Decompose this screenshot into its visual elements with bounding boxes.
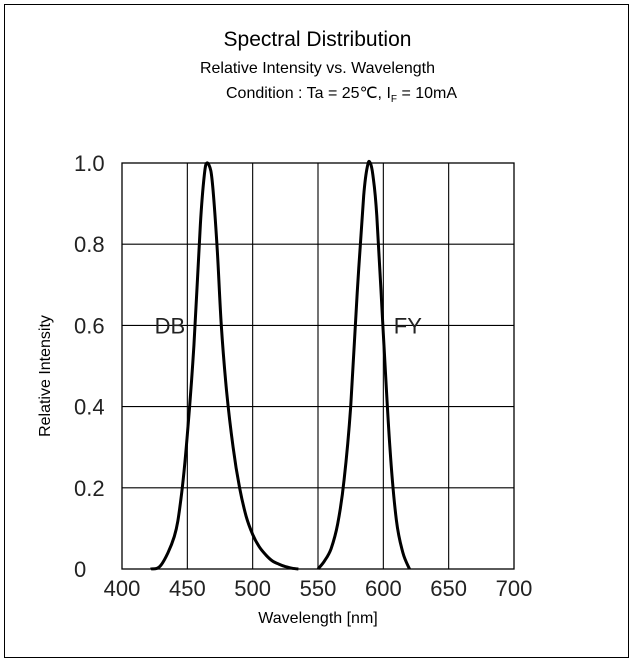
- y-tick-label: 0.6: [74, 313, 105, 338]
- y-tick-labels: 0 0.2 0.4 0.6 0.8 1.0: [74, 151, 105, 582]
- condition-prefix: Condition : Ta = 25℃, I: [226, 85, 391, 102]
- y-tick-label: 0: [74, 557, 86, 582]
- chart-title: Spectral Distribution: [223, 28, 412, 51]
- series-line-fy: [316, 159, 411, 570]
- series-lines: [150, 159, 411, 571]
- y-axis-label: Relative Intensity: [37, 315, 54, 437]
- y-tick-label: 0.2: [74, 476, 105, 501]
- x-axis-label: Wavelength [nm]: [258, 610, 377, 627]
- chart-condition: Condition : Ta = 25℃, IF = 10mA: [226, 83, 457, 105]
- series-label-db: DB: [155, 313, 186, 338]
- series-label-fy: FY: [394, 313, 422, 338]
- chart-subtitle: Relative Intensity vs. Wavelength: [199, 60, 436, 77]
- y-tick-label: 0.8: [74, 232, 105, 257]
- series-labels: DB FY: [155, 313, 423, 338]
- x-tick-labels: 400 450 500 550 600 650 700: [104, 576, 533, 601]
- x-tick-label: 500: [234, 576, 271, 601]
- y-tick-label: 0.4: [74, 395, 105, 420]
- y-tick-label: 1.0: [74, 151, 105, 176]
- x-tick-label: 550: [300, 576, 337, 601]
- x-tick-label: 450: [169, 576, 206, 601]
- chart-frame: [4, 4, 629, 658]
- x-tick-label: 650: [430, 576, 467, 601]
- x-tick-label: 600: [365, 576, 402, 601]
- condition-subscript: F: [390, 94, 397, 106]
- x-tick-label: 700: [496, 576, 533, 601]
- condition-suffix: = 10mA: [397, 85, 458, 102]
- series-line-db: [150, 161, 299, 571]
- x-tick-label: 400: [104, 576, 141, 601]
